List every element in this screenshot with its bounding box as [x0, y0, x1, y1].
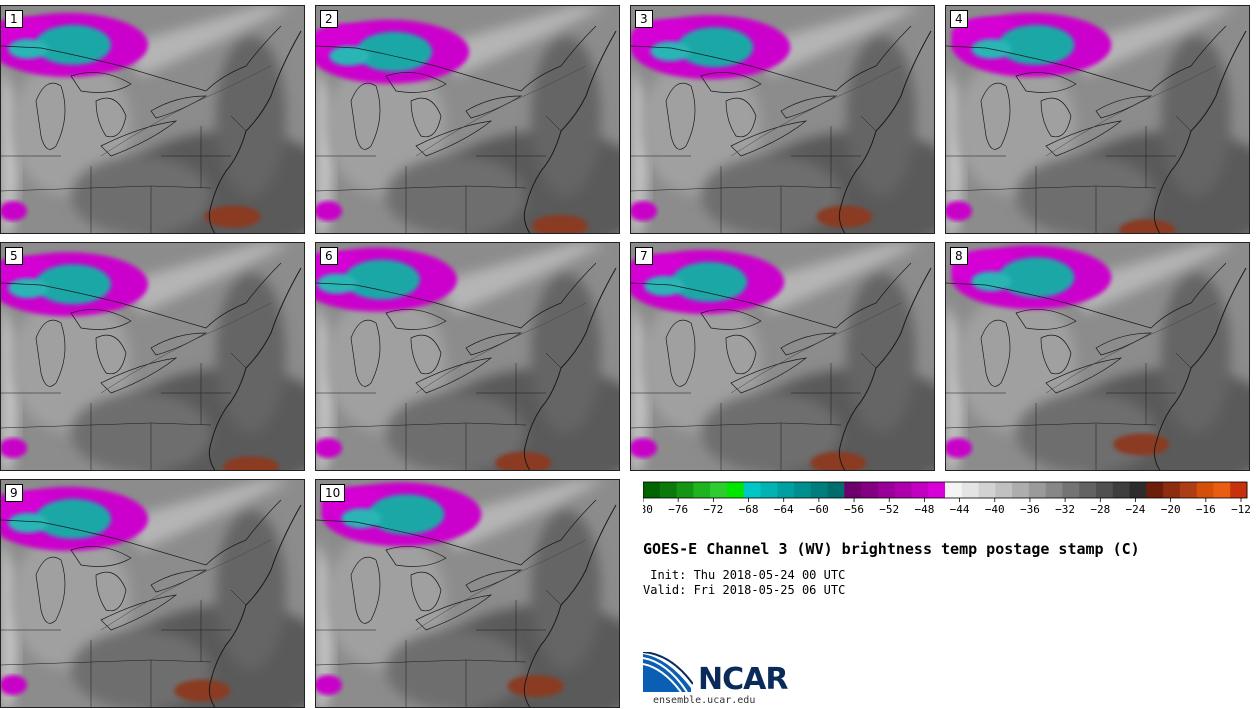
colorbar-swatch — [1012, 482, 1030, 498]
colorbar-swatch — [760, 482, 778, 498]
colorbar-tick-label: −28 — [1090, 503, 1110, 516]
panel-number-label: 5 — [5, 247, 23, 265]
colorbar: −80 −76 −72 −68 −64 −60 −56 −52 −48 −44 −40 −36 −32 −… — [643, 481, 1251, 516]
colorbar-swatch — [911, 482, 929, 498]
colorbar-tick-label: −60 — [809, 503, 829, 516]
site-url: ensemble.ucar.edu — [653, 695, 756, 706]
colorbar-swatch — [894, 482, 912, 498]
colorbar-tick-label: −40 — [985, 503, 1005, 516]
colorbar-swatch — [1079, 482, 1097, 498]
panel-number-label: 4 — [950, 10, 968, 28]
colorbar-swatch — [1146, 482, 1164, 498]
colorbar-tick-label: −64 — [774, 503, 794, 516]
colorbar-tick-label: −68 — [739, 503, 759, 516]
colorbar-swatch — [1163, 482, 1181, 498]
colorbar-tick-label: −48 — [914, 503, 934, 516]
panel-number-label: 7 — [635, 247, 653, 265]
colorbar-swatch — [877, 482, 896, 498]
colorbar-tick-label: −80 — [643, 503, 653, 516]
panel-number-label: 6 — [320, 247, 338, 265]
brightness-temp-map — [316, 6, 619, 233]
ncar-logo-text: NCAR — [698, 662, 788, 697]
colorbar-swatch — [1045, 482, 1063, 498]
colorbar-tick-label: −12 — [1231, 503, 1251, 516]
colorbar-swatch — [978, 482, 996, 498]
colorbar-swatch — [777, 482, 795, 498]
colorbar-swatch — [1112, 482, 1131, 498]
map-panel-9: 9 — [0, 479, 305, 708]
brightness-temp-map — [631, 243, 934, 470]
brightness-temp-map — [631, 6, 934, 233]
colorbar-swatch — [710, 482, 728, 498]
colorbar-swatch — [928, 482, 946, 498]
colorbar-swatch — [794, 482, 812, 498]
brightness-temp-map — [946, 6, 1249, 233]
map-panel-10: 10 — [315, 479, 620, 708]
colorbar-swatch — [1028, 482, 1047, 498]
colorbar-swatch — [659, 482, 678, 498]
colorbar-tick-label: −52 — [879, 503, 899, 516]
colorbar-tick-label: −72 — [703, 503, 723, 516]
colorbar-swatch — [1230, 482, 1248, 498]
colorbar-swatch — [693, 482, 711, 498]
colorbar-tick-label: −36 — [1020, 503, 1040, 516]
colorbar-swatch — [676, 482, 694, 498]
map-title: GOES-E Channel 3 (WV) brightness temp po… — [643, 540, 1140, 558]
colorbar-swatch — [1062, 482, 1080, 498]
map-panel-8: 8 — [945, 242, 1250, 471]
map-panel-1: 1 — [0, 5, 305, 234]
colorbar-swatch — [726, 482, 745, 498]
colorbar-tick-label: −24 — [1126, 503, 1146, 516]
colorbar-tick-label: −76 — [668, 503, 688, 516]
colorbar-swatch — [827, 482, 845, 498]
panel-number-label: 3 — [635, 10, 653, 28]
panel-number-label: 2 — [320, 10, 338, 28]
brightness-temp-map — [1, 6, 304, 233]
colorbar-tick-label: −44 — [950, 503, 970, 516]
colorbar-swatch — [945, 482, 963, 498]
colorbar-swatch — [995, 482, 1013, 498]
colorbar-swatch — [861, 482, 879, 498]
brightness-temp-map — [316, 480, 619, 707]
map-panel-2: 2 — [315, 5, 620, 234]
valid-time: Valid: Fri 2018-05-25 06 UTC — [643, 583, 846, 597]
colorbar-swatch — [743, 482, 761, 498]
map-panel-4: 4 — [945, 5, 1250, 234]
colorbar-swatch — [1196, 482, 1214, 498]
colorbar-tick-label: −32 — [1055, 503, 1075, 516]
colorbar-swatch — [961, 482, 980, 498]
colorbar-tick-label: −56 — [844, 503, 864, 516]
panel-number-label: 8 — [950, 247, 968, 265]
brightness-temp-map — [1, 480, 304, 707]
brightness-temp-map — [946, 243, 1249, 470]
map-panel-5: 5 — [0, 242, 305, 471]
colorbar-swatch — [643, 482, 661, 498]
brightness-temp-map — [1, 243, 304, 470]
map-panel-7: 7 — [630, 242, 935, 471]
init-time: Init: Thu 2018-05-24 00 UTC — [643, 568, 846, 582]
map-panel-6: 6 — [315, 242, 620, 471]
map-panel-3: 3 — [630, 5, 935, 234]
ncar-logo-icon — [643, 652, 693, 692]
colorbar-swatch — [810, 482, 829, 498]
colorbar-swatch — [1213, 482, 1231, 498]
colorbar-swatch — [1129, 482, 1147, 498]
colorbar-swatch — [844, 482, 862, 498]
colorbar-swatch — [1096, 482, 1114, 498]
panel-number-label: 10 — [320, 484, 346, 502]
panel-number-label: 9 — [5, 484, 23, 502]
colorbar-tick-label: −20 — [1161, 503, 1181, 516]
colorbar-swatch — [1179, 482, 1198, 498]
brightness-temp-map — [316, 243, 619, 470]
colorbar-tick-label: −16 — [1196, 503, 1216, 516]
panel-number-label: 1 — [5, 10, 23, 28]
